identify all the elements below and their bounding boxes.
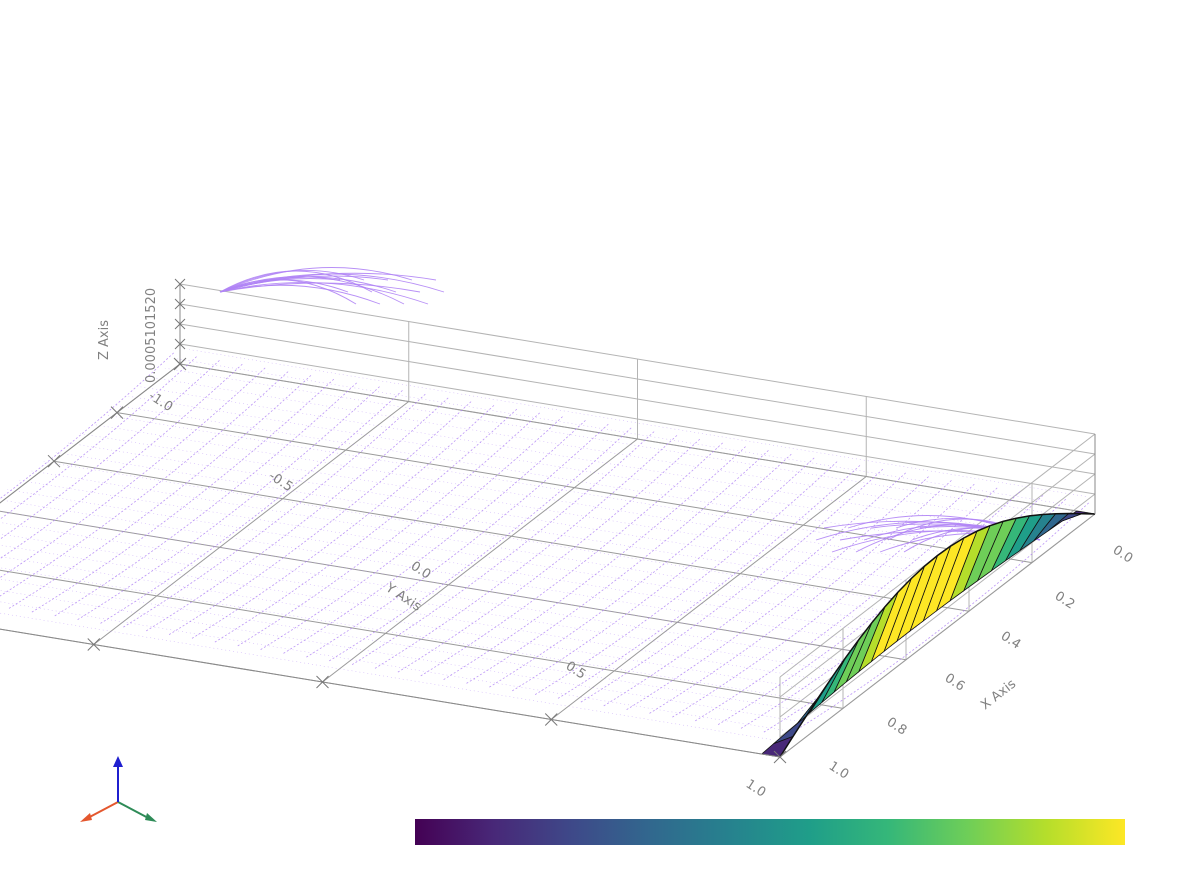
streamline bbox=[786, 502, 1089, 737]
floor-grid-line bbox=[550, 476, 867, 720]
streamlines bbox=[0, 267, 1089, 740]
streamline bbox=[116, 405, 1014, 553]
streamline bbox=[219, 267, 413, 293]
streamline bbox=[0, 578, 808, 712]
streamline bbox=[80, 433, 977, 581]
streamline bbox=[55, 452, 953, 600]
x-axis-title: X Axis bbox=[978, 677, 1019, 714]
z-arrow-head bbox=[113, 756, 123, 767]
streamline bbox=[0, 544, 844, 684]
streamline bbox=[191, 405, 495, 639]
axes bbox=[0, 278, 1096, 764]
z-tick bbox=[174, 338, 186, 350]
x-tick-label: 0.8 bbox=[884, 715, 910, 739]
y-tick bbox=[544, 713, 558, 726]
streamline bbox=[0, 367, 266, 579]
streamline bbox=[164, 367, 1062, 516]
surface-patch bbox=[760, 510, 1096, 758]
x-tick-label: 0.6 bbox=[942, 671, 968, 695]
floor-grid-line bbox=[322, 438, 638, 683]
x-tick bbox=[47, 454, 61, 468]
streamline bbox=[0, 612, 771, 740]
y-tick bbox=[773, 750, 787, 764]
streamline bbox=[219, 273, 445, 293]
streamline bbox=[122, 393, 426, 628]
streamline bbox=[219, 276, 405, 305]
orientation-widget bbox=[80, 756, 157, 822]
streamline bbox=[219, 270, 373, 293]
z-tick bbox=[174, 358, 186, 370]
streamline bbox=[31, 470, 929, 619]
z-tick bbox=[174, 278, 186, 290]
streamline bbox=[214, 408, 518, 643]
streamline bbox=[0, 356, 197, 520]
streamline bbox=[0, 499, 893, 647]
x-tick-label: 0.0 bbox=[1110, 543, 1136, 567]
x-tick-label: 1.0 bbox=[826, 759, 852, 783]
x-tick-label: 0.2 bbox=[1052, 589, 1078, 613]
streamline bbox=[0, 510, 880, 656]
y-tick-label: -1.0 bbox=[146, 389, 175, 415]
streamline bbox=[67, 442, 965, 591]
back-wall-grid bbox=[0, 283, 1096, 758]
streamline bbox=[420, 442, 723, 677]
x-tick bbox=[110, 406, 124, 419]
y-arrow-head bbox=[145, 813, 157, 822]
z-tick-labels: 0.0005101520 bbox=[144, 288, 159, 383]
streamline bbox=[19, 480, 917, 628]
y-tick-labels: -1.0 -0.5 0.0 0.5 1.0 bbox=[146, 389, 769, 801]
grid-line bbox=[179, 283, 1096, 435]
streamline bbox=[43, 461, 941, 609]
streamline bbox=[176, 358, 1074, 507]
streamline bbox=[0, 371, 289, 597]
y-tick bbox=[316, 675, 329, 689]
streamline bbox=[140, 386, 1038, 535]
x-arrow-head bbox=[80, 813, 92, 822]
z-axis-title: Z Axis bbox=[97, 320, 112, 360]
streamline bbox=[0, 363, 243, 560]
streamline bbox=[0, 567, 820, 703]
grid-line bbox=[179, 343, 1096, 495]
y-tick-label: 1.0 bbox=[743, 777, 769, 801]
streamline bbox=[0, 601, 784, 731]
streamline bbox=[92, 424, 989, 572]
floor-grid-line bbox=[0, 510, 907, 661]
y-tick-label: -0.5 bbox=[266, 469, 295, 495]
surface-edge bbox=[779, 512, 1096, 758]
y-tick bbox=[87, 638, 101, 651]
y-tick-label: 0.5 bbox=[563, 659, 589, 683]
x-axis-line bbox=[0, 363, 181, 504]
floor-grid-line bbox=[779, 513, 1096, 758]
floor-grid-line bbox=[93, 401, 410, 645]
colorbar bbox=[415, 819, 1125, 845]
floor-grid-line bbox=[0, 569, 844, 709]
streamline bbox=[7, 489, 905, 637]
x-tick-label: 0.4 bbox=[998, 629, 1024, 653]
grid-line bbox=[179, 323, 1096, 475]
streamline bbox=[219, 281, 429, 305]
streamline bbox=[0, 352, 174, 500]
y-axis-title: Y Axis bbox=[382, 580, 424, 615]
grid-line bbox=[179, 303, 1096, 455]
z-tick bbox=[174, 298, 186, 310]
z-tick bbox=[174, 318, 186, 330]
